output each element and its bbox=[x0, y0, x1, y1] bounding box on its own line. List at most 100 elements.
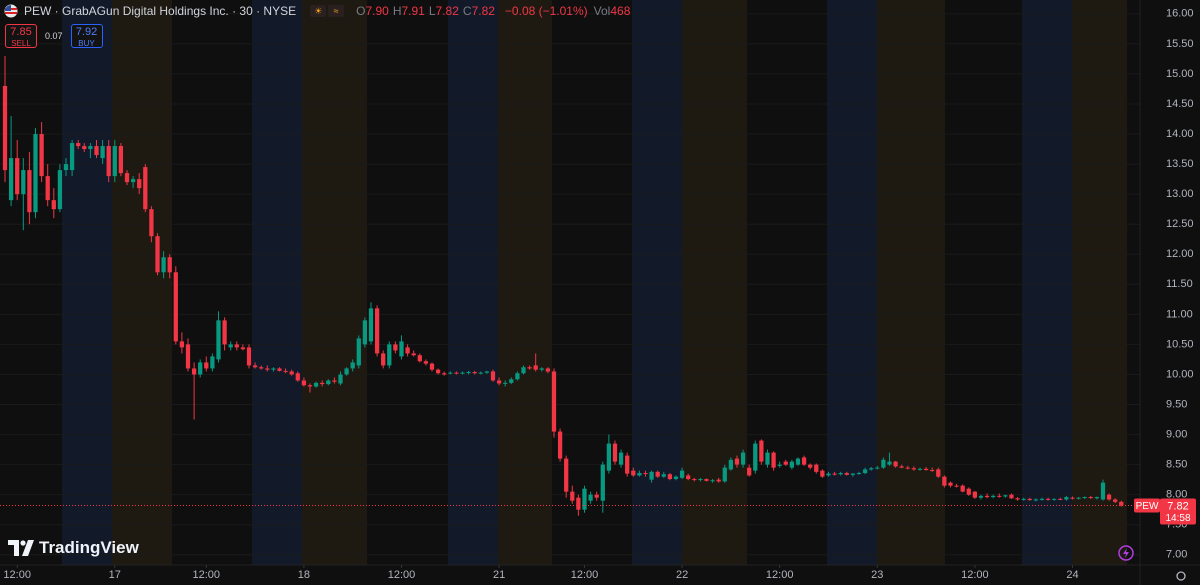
candle bbox=[838, 471, 843, 476]
candle-body bbox=[631, 470, 636, 476]
candle-body bbox=[838, 473, 843, 475]
spread: 0.07 bbox=[45, 31, 63, 41]
candle bbox=[637, 470, 642, 477]
y-tick-label: 15.50 bbox=[1166, 38, 1194, 50]
candle bbox=[313, 381, 319, 388]
ohlc-label: L bbox=[428, 4, 436, 18]
candle-body bbox=[1021, 498, 1026, 500]
candle-body bbox=[88, 146, 93, 150]
candle bbox=[753, 440, 758, 474]
candle bbox=[57, 164, 63, 213]
x-tick-label: 23 bbox=[871, 569, 883, 581]
candle-body bbox=[155, 236, 160, 273]
candle-body bbox=[734, 458, 740, 465]
candle-body bbox=[783, 461, 788, 465]
candle-body bbox=[649, 471, 654, 480]
candle bbox=[106, 140, 111, 183]
symbol-tag bbox=[1134, 498, 1160, 513]
symbol-tag-label: PEW bbox=[1136, 501, 1159, 512]
candle bbox=[551, 368, 557, 438]
candle-body bbox=[936, 469, 941, 477]
candle-body bbox=[1009, 494, 1014, 499]
y-tick-label: 13.00 bbox=[1166, 188, 1194, 200]
candle bbox=[948, 481, 953, 488]
symbol-legend: PEW · GrabAGun Digital Holdings Inc. · 3… bbox=[4, 4, 630, 18]
candle-body bbox=[1045, 498, 1051, 500]
sell-button[interactable]: 7.85 SELL bbox=[5, 24, 37, 48]
candle bbox=[564, 455, 569, 498]
candle-body bbox=[429, 363, 435, 370]
y-tick-label: 11.00 bbox=[1166, 308, 1193, 320]
candle bbox=[710, 479, 715, 483]
candle bbox=[655, 470, 660, 478]
candle bbox=[771, 451, 776, 471]
candle bbox=[673, 475, 679, 481]
candle-body bbox=[637, 473, 642, 476]
candle bbox=[283, 368, 288, 374]
y-tick-label: 12.00 bbox=[1166, 248, 1194, 260]
candle-body bbox=[1039, 498, 1045, 500]
buy-price: 7.92 bbox=[75, 26, 98, 38]
candle bbox=[417, 353, 422, 363]
candle bbox=[356, 335, 361, 369]
sell-price: 7.85 bbox=[10, 26, 32, 38]
candle bbox=[783, 459, 788, 466]
candle bbox=[1009, 493, 1014, 499]
candle-body bbox=[460, 372, 465, 374]
session-band bbox=[632, 0, 682, 565]
candle-body bbox=[448, 372, 453, 374]
x-tick-label: 17 bbox=[109, 569, 121, 581]
candle bbox=[198, 359, 203, 378]
candle bbox=[454, 371, 459, 375]
candle bbox=[143, 164, 148, 213]
candle-body bbox=[527, 367, 532, 369]
candle-body bbox=[466, 372, 471, 374]
candle-body bbox=[759, 440, 764, 462]
candle bbox=[966, 487, 971, 496]
buy-button[interactable]: 7.92 BUY bbox=[70, 24, 103, 48]
candle bbox=[149, 206, 154, 243]
candle-body bbox=[350, 362, 355, 369]
candle-body bbox=[728, 459, 734, 470]
candle bbox=[484, 370, 490, 374]
candle bbox=[399, 335, 404, 360]
y-tick-label: 15.00 bbox=[1166, 68, 1194, 80]
candle bbox=[588, 491, 593, 504]
candle bbox=[466, 370, 471, 375]
candle bbox=[661, 471, 666, 478]
candle bbox=[576, 494, 581, 516]
candle bbox=[51, 188, 56, 219]
candle-body bbox=[618, 452, 624, 465]
candle-body bbox=[533, 365, 538, 370]
y-tick-label: 10.00 bbox=[1166, 368, 1194, 380]
logo-icon bbox=[8, 540, 34, 556]
candle bbox=[411, 350, 416, 357]
candle-body bbox=[265, 368, 270, 370]
ohlc-item: C7.82 bbox=[463, 4, 495, 18]
candle-body bbox=[984, 495, 990, 498]
candle-body bbox=[472, 372, 477, 374]
x-tick-label: 24 bbox=[1066, 569, 1078, 581]
symbol-title[interactable]: PEW · GrabAGun Digital Holdings Inc. · 3… bbox=[24, 4, 297, 18]
candle-body bbox=[1033, 499, 1039, 501]
candle bbox=[204, 356, 209, 372]
candle bbox=[545, 367, 551, 374]
candle-body bbox=[106, 146, 111, 177]
volume-value: 468 bbox=[610, 4, 631, 18]
candle-body bbox=[228, 344, 233, 348]
candle bbox=[509, 377, 514, 385]
candle bbox=[795, 457, 801, 466]
candle-body bbox=[1003, 495, 1008, 497]
candle-body bbox=[289, 371, 294, 375]
y-tick-label: 8.50 bbox=[1166, 459, 1187, 471]
candle bbox=[307, 383, 313, 393]
candle-body bbox=[387, 344, 392, 366]
candle bbox=[679, 467, 685, 480]
candle-body bbox=[393, 344, 398, 351]
candle-body bbox=[862, 469, 868, 474]
session-band bbox=[498, 0, 552, 565]
candle-body bbox=[216, 320, 221, 360]
candle bbox=[600, 461, 605, 513]
session-band bbox=[1072, 0, 1127, 565]
candle bbox=[808, 463, 813, 470]
